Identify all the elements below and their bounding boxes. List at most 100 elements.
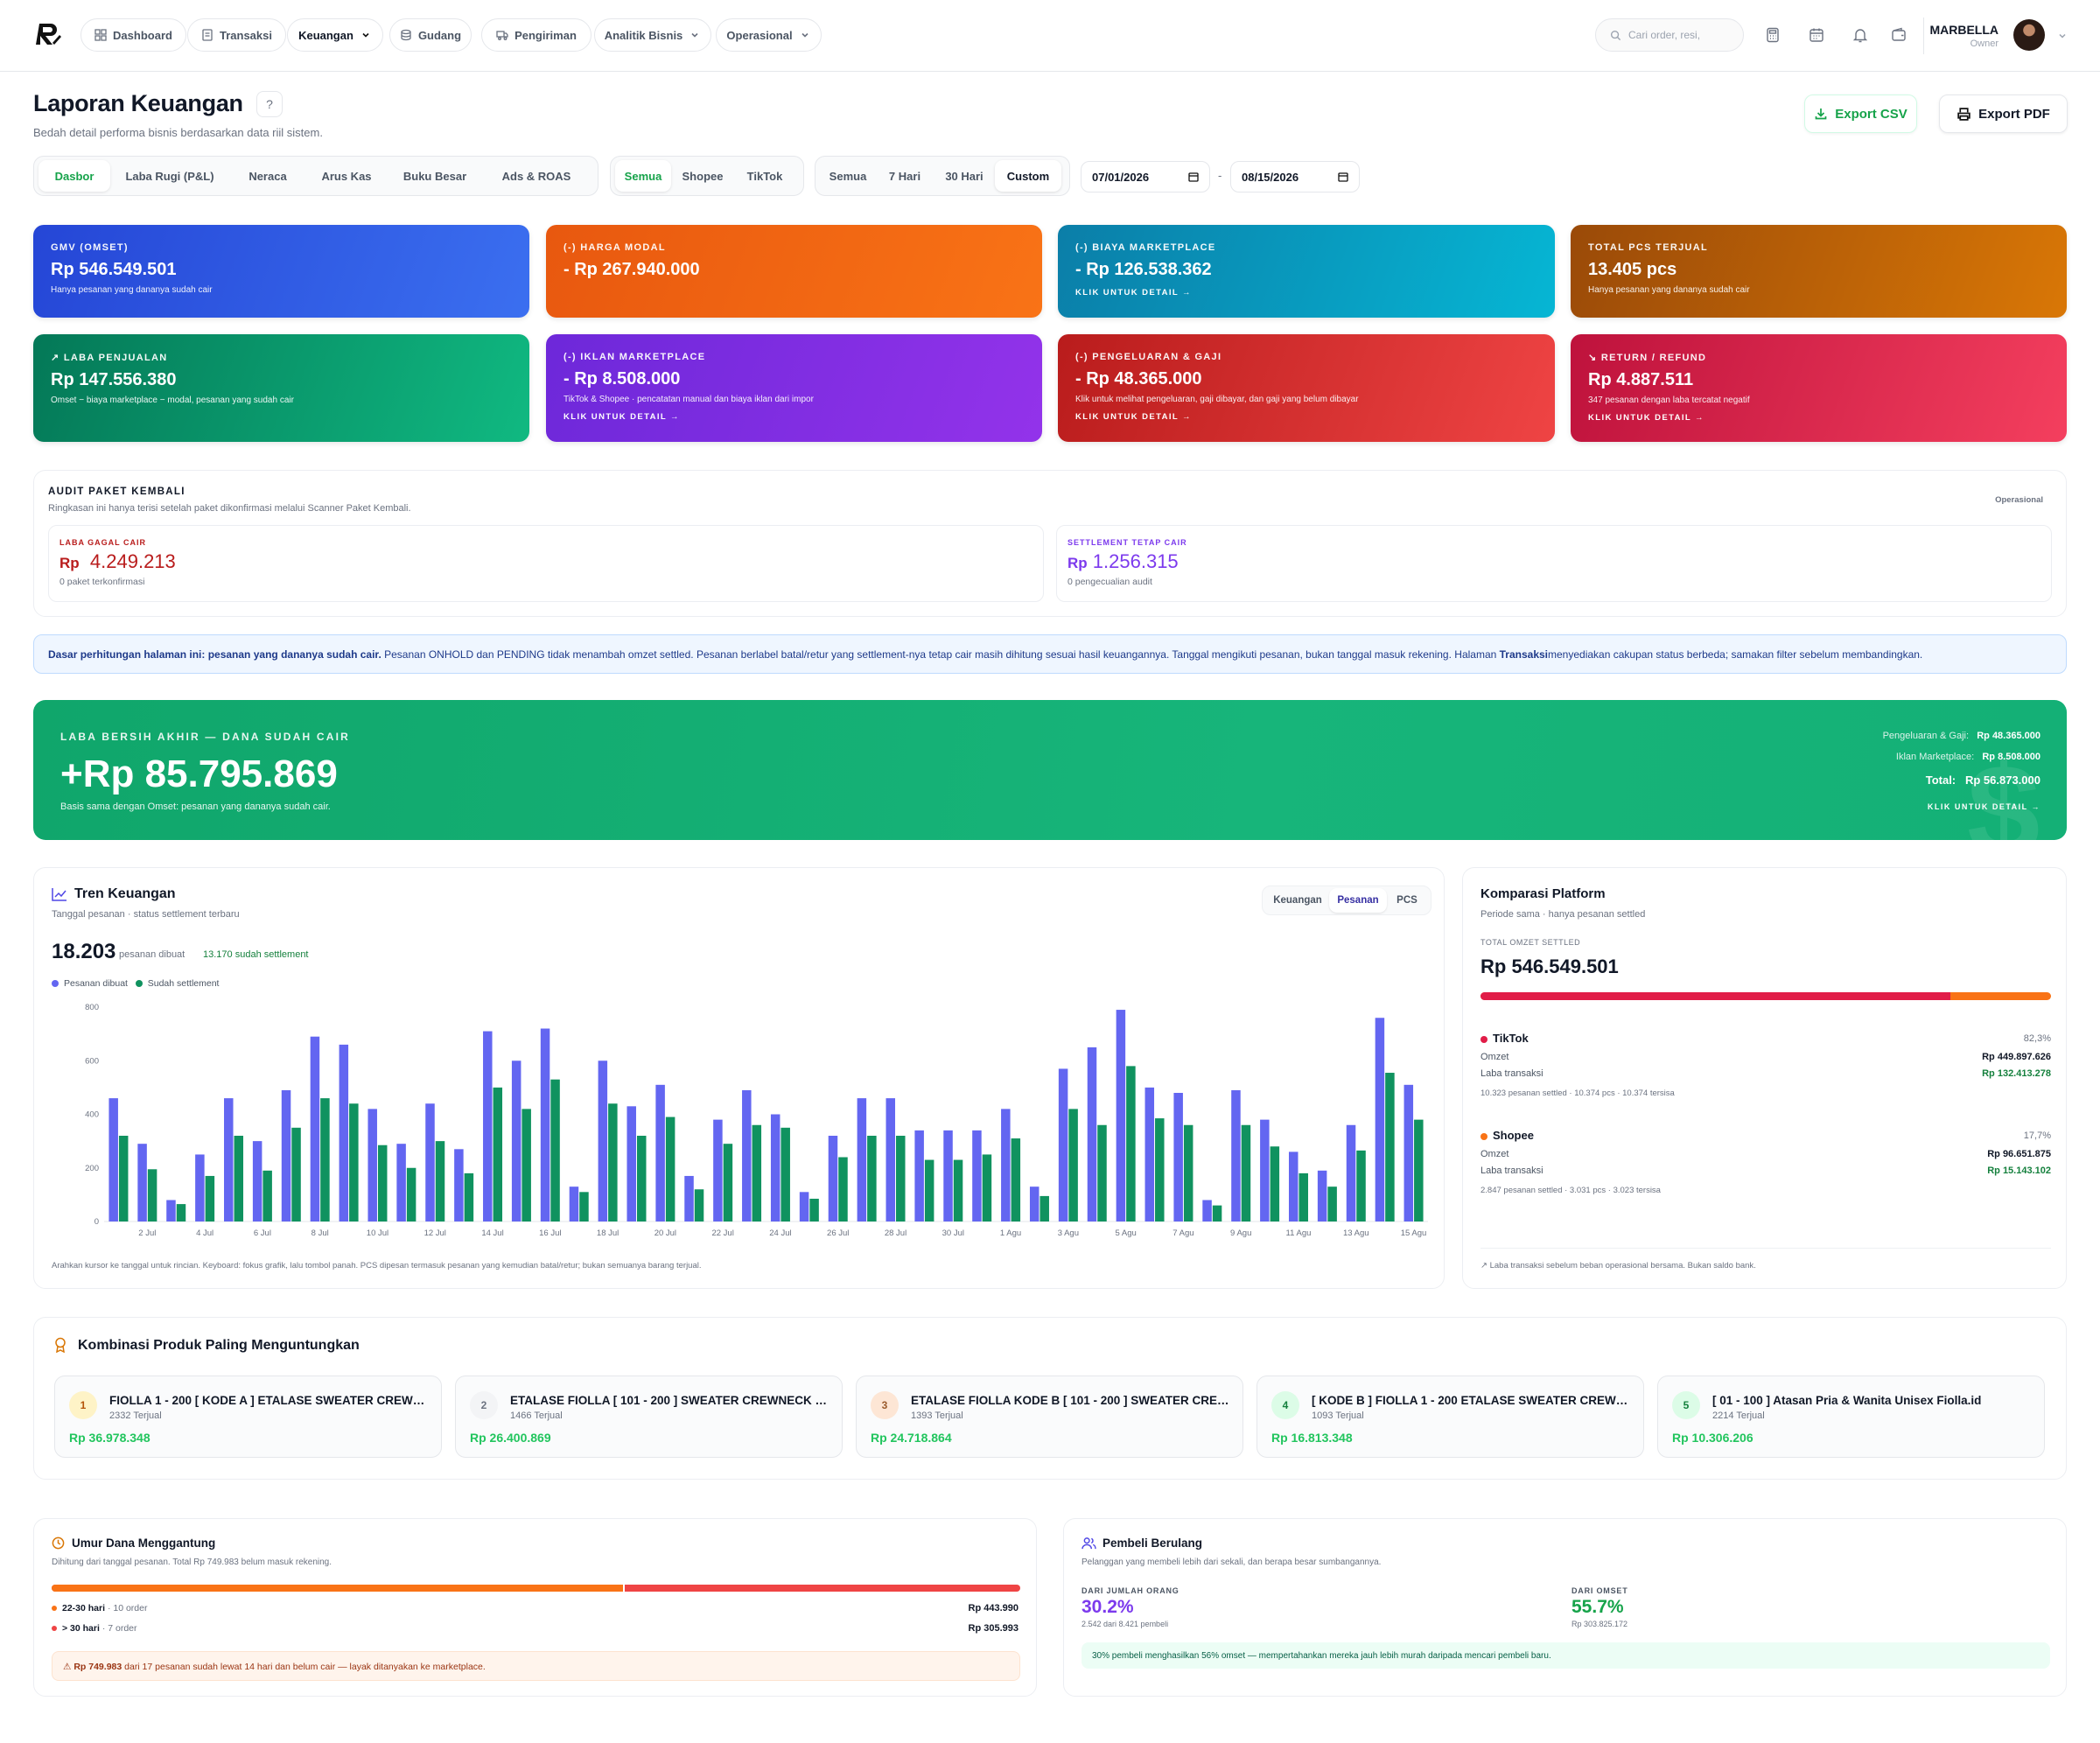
bar-pesanan bbox=[626, 1106, 636, 1222]
kpi-value: - Rp 48.365.000 bbox=[1075, 369, 1202, 388]
toggle-keuangan[interactable]: Keuangan bbox=[1273, 895, 1322, 906]
platform-tiktok[interactable]: TikTok bbox=[746, 169, 783, 183]
nav-gudang-label: Gudang bbox=[417, 28, 462, 42]
legend-label: Sudah settlement bbox=[147, 978, 220, 989]
repeat-left-label: DARI JUMLAH ORANG bbox=[1082, 1586, 1180, 1595]
net-detail-link[interactable]: KLIK UNTUK DETAIL → bbox=[1927, 802, 2040, 811]
tab-neraca[interactable]: Neraca bbox=[248, 169, 287, 183]
product-card[interactable]: 1 FIOLLA 1 - 200 [ KODE A ] ETALASE SWEAT… bbox=[54, 1376, 442, 1458]
nav-gudang[interactable]: Gudang bbox=[389, 18, 472, 52]
net-breakdown-2: Iklan Marketplace: Rp 8.508.000 bbox=[1896, 752, 2040, 762]
tab-dasbor[interactable]: Dasbor bbox=[38, 160, 110, 192]
tab-ads-roas[interactable]: Ads & ROAS bbox=[501, 169, 571, 183]
kpi-detail-link[interactable]: KLIK UNTUK DETAIL → bbox=[564, 412, 680, 422]
product-card[interactable]: 3 ETALASE FIOLLA KODE B [ 101 - 200 ] SWE… bbox=[856, 1376, 1243, 1458]
nav-pengiriman[interactable]: Pengiriman bbox=[481, 18, 592, 52]
bucket-2-value: Rp 305.993 bbox=[968, 1623, 1018, 1634]
toggle-pcs[interactable]: PCS bbox=[1396, 895, 1418, 906]
tab-buku-besar[interactable]: Buku Besar bbox=[402, 169, 467, 183]
tab-arus-kas[interactable]: Arus Kas bbox=[321, 169, 372, 183]
platform-filter: Semua Shopee TikTok bbox=[610, 156, 804, 196]
period-custom[interactable]: Custom bbox=[995, 160, 1061, 192]
nav-analitik-bisnis[interactable]: Analitik Bisnis bbox=[594, 18, 711, 52]
bar-pesanan bbox=[1058, 1068, 1068, 1222]
kpi-pengeluaran-gaji[interactable]: (-) PENGELUARAN & GAJI - Rp 48.365.000 Kli… bbox=[1058, 334, 1555, 442]
audit-card: AUDIT PAKET KEMBALI Ringkasan ini hanya … bbox=[33, 470, 2067, 617]
bar-settlement bbox=[1212, 1205, 1222, 1222]
bar-pesanan bbox=[569, 1186, 579, 1222]
net-breakdown-1: Pengeluaran & Gaji: Rp 48.365.000 bbox=[1883, 731, 2040, 741]
date-to-input[interactable]: 08/15/2026 bbox=[1230, 161, 1360, 192]
bar-pesanan bbox=[281, 1089, 291, 1222]
bar-settlement bbox=[406, 1167, 416, 1222]
nav-operasional-label: Operasional bbox=[726, 28, 793, 42]
product-name: [ KODE B ] FIOLLA 1 - 200 ETALASE SWEATE… bbox=[1312, 1394, 1631, 1407]
nav-transaksi[interactable]: Transaksi bbox=[187, 18, 286, 52]
repeat-title: Pembeli Berulang bbox=[1102, 1536, 1203, 1550]
bar-pesanan bbox=[252, 1141, 262, 1222]
rank-badge: 3 bbox=[871, 1391, 899, 1419]
toggle-pesanan[interactable]: Pesanan bbox=[1329, 888, 1387, 913]
bar-pesanan bbox=[655, 1084, 665, 1222]
period-semua[interactable]: Semua bbox=[829, 169, 867, 183]
chevron-down-icon bbox=[801, 32, 808, 38]
nav-keuangan[interactable]: Keuangan bbox=[287, 18, 383, 52]
x-tick-label: 20 Jul bbox=[654, 1228, 676, 1238]
bucket-label: 22-30 hari bbox=[62, 1603, 106, 1614]
avatar[interactable] bbox=[2013, 19, 2045, 51]
help-icon[interactable]: ? bbox=[256, 91, 283, 117]
bar-pesanan bbox=[886, 1098, 896, 1222]
info-link-transaksi[interactable]: Transaksi bbox=[1499, 648, 1549, 661]
brand-logo-icon[interactable] bbox=[35, 19, 65, 49]
platform-shopee[interactable]: Shopee bbox=[682, 169, 724, 183]
bar-settlement bbox=[1068, 1109, 1078, 1222]
shopee-note: 2.847 pesanan settled · 3.031 pcs · 3.02… bbox=[1480, 1186, 1661, 1195]
net-profit-card[interactable]: $ LABA BERSIH AKHIR — DANA SUDAH CAIR +R… bbox=[33, 700, 2067, 884]
repeat-note: 30% pembeli menghasilkan 56% omset — mem… bbox=[1082, 1642, 2050, 1669]
bar-pesanan bbox=[396, 1144, 406, 1222]
product-card[interactable]: 2 ETALASE FIOLLA [ 101 - 200 ] SWEATER CR… bbox=[455, 1376, 843, 1458]
bell-icon[interactable] bbox=[1849, 24, 1872, 46]
kpi-detail-link[interactable]: KLIK UNTUK DETAIL → bbox=[1588, 413, 1704, 423]
bar-pesanan bbox=[1317, 1170, 1327, 1222]
calculator-icon[interactable] bbox=[1761, 24, 1784, 46]
export-csv-button[interactable]: Export CSV bbox=[1804, 94, 1917, 133]
search-input[interactable]: Cari order, resi, bbox=[1595, 18, 1744, 52]
calendar-icon[interactable] bbox=[1805, 24, 1828, 46]
kpi-detail-link[interactable]: KLIK UNTUK DETAIL → bbox=[1075, 412, 1192, 422]
bar-settlement bbox=[118, 1136, 129, 1222]
kpi-value: - Rp 267.940.000 bbox=[564, 260, 700, 279]
product-card[interactable]: 4 [ KODE B ] FIOLLA 1 - 200 ETALASE SWEAT… bbox=[1256, 1376, 1644, 1458]
platform-semua[interactable]: Semua bbox=[615, 160, 671, 192]
kpi-detail-link[interactable]: KLIK UNTUK DETAIL → bbox=[1075, 288, 1192, 298]
bar-pesanan bbox=[454, 1149, 464, 1222]
bar-settlement bbox=[1126, 1066, 1136, 1222]
kpi-value: 13.405 pcs bbox=[1588, 260, 1677, 279]
kpi-return-refund[interactable]: ↘ RETURN / REFUND Rp 4.887.511 347 pesanan… bbox=[1571, 334, 2067, 442]
kpi-biaya-marketplace[interactable]: (-) BIAYA MARKETPLACE - Rp 126.538.362 KLI… bbox=[1058, 225, 1555, 318]
kpi-label: (-) IKLAN MARKETPLACE bbox=[564, 352, 706, 362]
search-icon bbox=[1610, 30, 1621, 40]
bar-settlement bbox=[636, 1136, 647, 1222]
repeat-right-value: 55.7% bbox=[1572, 1597, 1624, 1617]
breakdown-value: Rp 48.365.000 bbox=[1977, 731, 2040, 741]
bar-pesanan bbox=[511, 1060, 522, 1222]
nav-operasional[interactable]: Operasional bbox=[716, 18, 822, 52]
trend-bar-chart[interactable]: 0 200 400 600 800 2 Jul 4 Jul 6 Jul 8 Jul 10 Jul 1… bbox=[34, 868, 1446, 1290]
kpi-iklan-marketplace[interactable]: (-) IKLAN MARKETPLACE - Rp 8.508.000 TikTo… bbox=[546, 334, 1042, 442]
product-card[interactable]: 5 [ 01 - 100 ] Atasan Pria & Wanita Unise… bbox=[1657, 1376, 2045, 1458]
date-from-input[interactable]: 07/01/2026 bbox=[1081, 161, 1210, 192]
bar-settlement bbox=[1011, 1138, 1021, 1222]
nav-dashboard[interactable]: Dashboard bbox=[80, 18, 186, 52]
y-tick-label: 200 bbox=[85, 1164, 99, 1173]
chevron-down-icon[interactable] bbox=[2056, 30, 2068, 42]
export-pdf-button[interactable]: Export PDF bbox=[1939, 94, 2068, 133]
period-30-hari[interactable]: 30 Hari bbox=[945, 169, 984, 183]
tab-laba-rugi[interactable]: Laba Rugi (P&L) bbox=[125, 169, 214, 183]
tiktok-note: 10.323 pesanan settled · 10.374 pcs · 10… bbox=[1480, 1088, 1675, 1098]
chevron-down-icon bbox=[362, 32, 369, 38]
wallet-icon[interactable] bbox=[1887, 24, 1910, 46]
bar-settlement bbox=[550, 1079, 560, 1222]
bar-pesanan bbox=[914, 1130, 924, 1222]
period-7-hari[interactable]: 7 Hari bbox=[888, 169, 921, 183]
